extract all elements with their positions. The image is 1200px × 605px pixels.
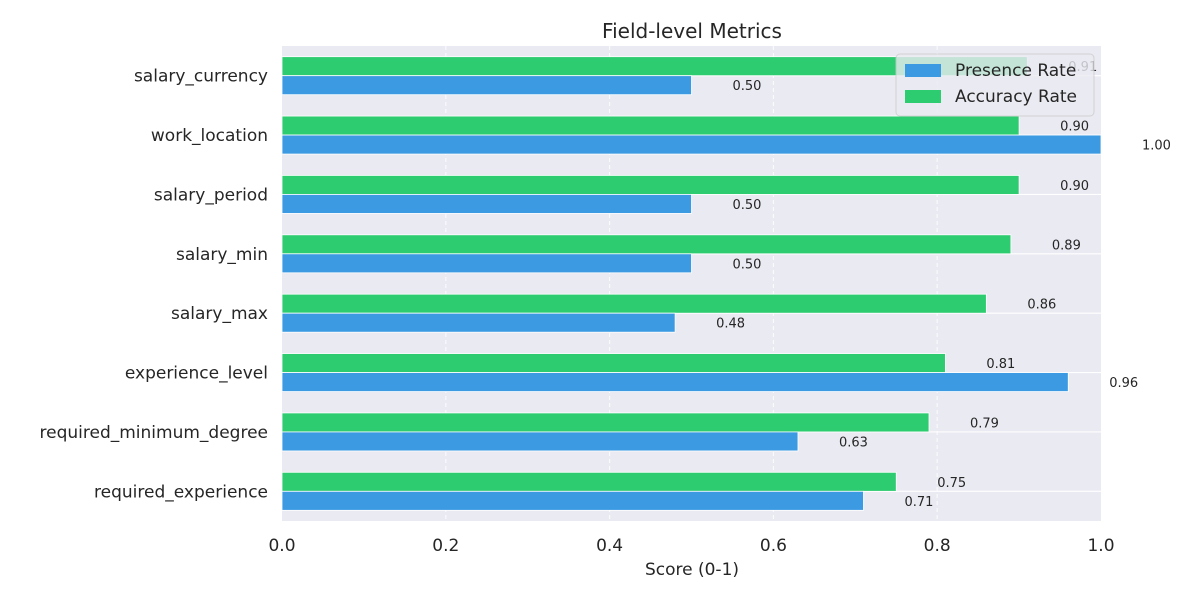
data-label-presence: 0.63 bbox=[839, 435, 868, 450]
data-label-presence: 0.50 bbox=[733, 79, 762, 94]
bar-presence-rate bbox=[281, 372, 1069, 392]
data-label-presence: 0.50 bbox=[733, 257, 762, 272]
y-tick-label: work_location bbox=[151, 126, 268, 146]
bar-presence-rate bbox=[281, 194, 692, 214]
x-tick-label: 0.4 bbox=[596, 536, 623, 556]
bars bbox=[281, 56, 1102, 511]
x-tick-label: 0.2 bbox=[432, 536, 459, 556]
x-tick-label: 0.0 bbox=[268, 536, 295, 556]
legend: Presence Rate Accuracy Rate bbox=[895, 53, 1095, 117]
bar-accuracy-rate bbox=[281, 175, 1020, 195]
y-tick-label: salary_currency bbox=[134, 67, 268, 87]
bar-accuracy-rate bbox=[281, 234, 1012, 255]
data-label-accuracy: 0.89 bbox=[1052, 238, 1081, 253]
y-axis-ticks: salary_currency work_location salary_perio… bbox=[40, 67, 268, 503]
data-label-accuracy: 0.90 bbox=[1060, 179, 1089, 194]
data-label-presence: 1.00 bbox=[1142, 139, 1171, 154]
x-tick-label: 0.8 bbox=[924, 536, 951, 556]
x-axis-ticks: 0.0 0.2 0.4 0.6 0.8 1.0 bbox=[268, 536, 1114, 556]
x-tick-label: 0.6 bbox=[760, 536, 787, 556]
y-tick-label: experience_level bbox=[125, 364, 268, 384]
data-label-presence: 0.71 bbox=[904, 495, 933, 510]
y-tick-label: salary_min bbox=[176, 245, 268, 265]
bar-presence-rate bbox=[281, 490, 864, 511]
bar-presence-rate bbox=[281, 134, 1102, 155]
y-tick-label: salary_max bbox=[171, 304, 268, 324]
data-label-accuracy: 0.90 bbox=[1060, 120, 1089, 135]
data-label-accuracy: 0.79 bbox=[970, 416, 999, 431]
bar-accuracy-rate bbox=[281, 353, 946, 373]
legend-swatch bbox=[905, 64, 941, 77]
chart-title: Field-level Metrics bbox=[602, 19, 782, 43]
y-tick-label: salary_period bbox=[154, 185, 268, 205]
bar-presence-rate bbox=[281, 312, 676, 333]
y-tick-label: required_minimum_degree bbox=[40, 423, 268, 443]
legend-swatch bbox=[905, 90, 941, 103]
value-labels: 0.910.500.901.000.900.500.890.500.860.48… bbox=[716, 60, 1171, 510]
legend-label: Presence Rate bbox=[955, 61, 1076, 81]
y-tick-label: required_experience bbox=[94, 482, 268, 502]
bar-presence-rate bbox=[281, 253, 692, 274]
data-label-accuracy: 0.86 bbox=[1027, 298, 1056, 313]
bar-accuracy-rate bbox=[281, 115, 1020, 136]
data-label-accuracy: 0.75 bbox=[937, 476, 966, 491]
x-tick-label: 1.0 bbox=[1087, 536, 1114, 556]
legend-label: Accuracy Rate bbox=[955, 87, 1077, 107]
bar-accuracy-rate bbox=[281, 471, 897, 492]
data-label-presence: 0.96 bbox=[1109, 376, 1138, 391]
bar-presence-rate bbox=[281, 75, 692, 96]
bar-presence-rate bbox=[281, 431, 799, 452]
bar-accuracy-rate bbox=[281, 293, 987, 314]
x-axis-label: Score (0-1) bbox=[645, 560, 739, 580]
data-label-presence: 0.50 bbox=[733, 198, 762, 213]
bar-accuracy-rate bbox=[281, 412, 930, 433]
data-label-accuracy: 0.81 bbox=[986, 357, 1015, 372]
data-label-presence: 0.48 bbox=[716, 317, 745, 332]
legend-box bbox=[895, 53, 1095, 117]
